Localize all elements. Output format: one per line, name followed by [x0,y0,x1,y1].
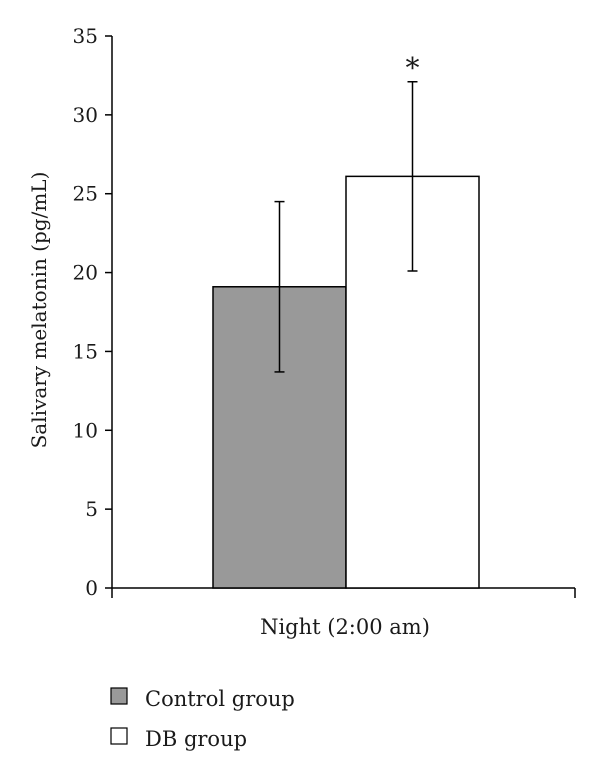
legend-swatch-db-group [110,727,128,745]
y-tick-label: 10 [73,418,98,442]
significance-asterisk: * [406,52,420,85]
x-axis [111,587,576,598]
y-axis-title: Salivary melatonin (pg/mL) [27,172,51,449]
bars [212,175,480,589]
y-tick-label: 20 [73,261,98,285]
y-tick-label: 0 [85,576,98,600]
error-bars [274,80,418,373]
x-category-label: Night (2:00 am) [260,615,430,639]
y-tick-label: 30 [73,103,98,127]
y-axis: 0 5 10 15 20 25 30 35 [73,24,113,600]
legend-swatch-control-group [110,687,128,705]
y-tick-label: 35 [73,24,98,48]
y-tick-label: 15 [73,339,98,363]
y-tick-label: 5 [85,497,98,521]
legend-label-control-group: Control group [145,687,295,711]
legend: Control group DB group [110,687,295,751]
legend-label-db-group: DB group [145,727,247,751]
y-tick-label: 25 [73,182,98,206]
